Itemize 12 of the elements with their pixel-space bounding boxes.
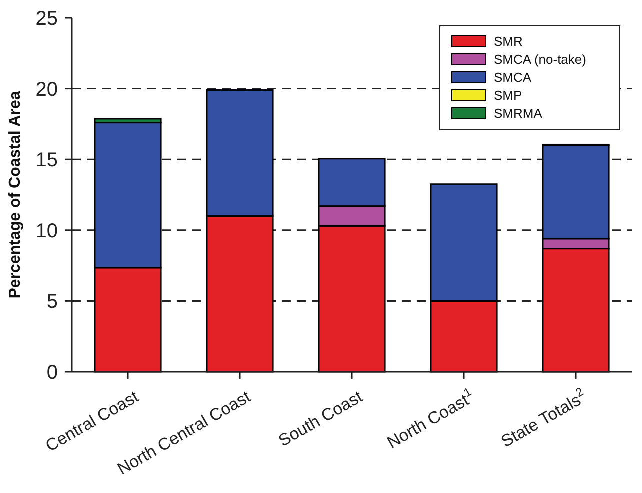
legend-label: SMP xyxy=(494,88,522,103)
legend-label: SMRMA xyxy=(494,106,543,121)
y-tick-label: 20 xyxy=(36,78,58,101)
y-tick-label: 5 xyxy=(46,291,58,314)
legend-label: SMCA xyxy=(494,70,532,85)
y-tick-label: 15 xyxy=(36,150,58,172)
y-axis-title: Percentage of Coastal Area xyxy=(7,91,24,299)
y-tick-label: 0 xyxy=(46,362,58,384)
legend-label: SMR xyxy=(494,34,523,49)
y-tick-label: 10 xyxy=(36,220,58,242)
legend-label: SMCA (no-take) xyxy=(494,52,586,67)
y-tick-label: 25 xyxy=(36,8,58,30)
